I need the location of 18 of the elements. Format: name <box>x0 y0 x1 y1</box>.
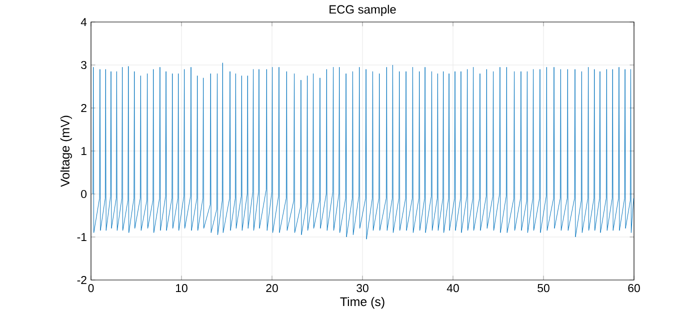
y-tick-label: -1 <box>77 233 86 241</box>
y-tick-label: 2 <box>81 104 86 112</box>
x-tick-label: 60 <box>628 284 640 292</box>
x-tick-label: 30 <box>356 284 368 292</box>
x-tick-label: 50 <box>538 284 550 292</box>
x-tick-label: 40 <box>446 284 459 292</box>
y-tick-label: 3 <box>81 60 86 70</box>
line-series <box>92 62 634 240</box>
x-tick-label: 10 <box>176 284 188 292</box>
y-axis-title: Voltage (mV) <box>60 116 72 187</box>
x-tick-label: 20 <box>266 284 278 292</box>
chart-title: ECG sample <box>330 4 396 16</box>
y-tick-label: 0 <box>81 190 87 198</box>
x-tick-label: 0 <box>88 284 94 292</box>
x-axis-title: Time (s) <box>340 296 384 309</box>
y-tick-label: -2 <box>77 276 86 284</box>
y-tick-label: 1 <box>81 147 86 155</box>
y-tick-label: 4 <box>80 18 87 26</box>
